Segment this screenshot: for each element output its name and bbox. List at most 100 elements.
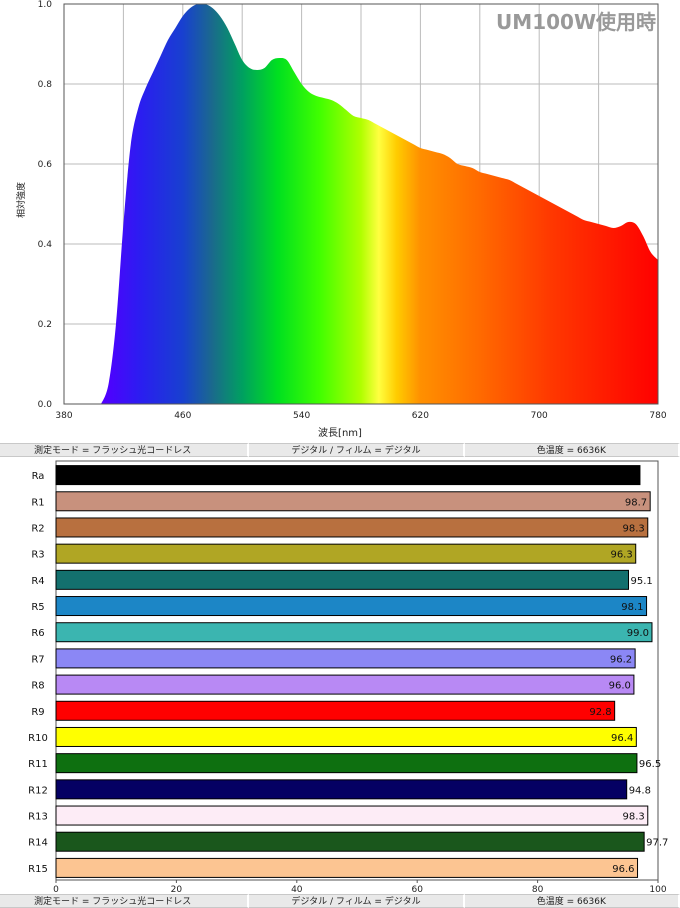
category-label: R13 [28,812,48,823]
value-label: 99.0 [627,628,649,639]
x-tick-label: 780 [649,411,666,421]
value-label: 96.4 [611,733,633,744]
cri-row-r10: R10 96.4 [28,726,637,747]
bar [55,753,638,774]
value-label: 98.7 [625,497,647,508]
category-label: R12 [28,785,48,796]
info-bar-bottom: 測定モード = フラッシュ光コードレス デジタル / フィルム = デジタル 色… [0,894,680,908]
x-tick-label: 0 [53,885,59,894]
value-label: 94.8 [629,785,651,796]
plot-frame [63,3,659,405]
category-label: R7 [31,654,44,665]
value-label: 92.8 [589,707,611,718]
cri-row-r7: R7 96.2 [31,648,636,669]
bar [55,700,616,721]
cri-row-r8: R8 96.0 [31,674,635,695]
y-tick-label: 0.4 [38,240,53,250]
x-tick-label: 100 [649,885,666,894]
bar [55,569,630,590]
bar [55,465,641,486]
x-axis-label: 波長[nm] [318,426,362,439]
bar [55,596,648,617]
bar [55,648,636,669]
cri-row-r1: R1 98.7 [31,491,651,512]
x-tick-label: 60 [411,885,423,894]
cri-row-r5: R5 98.1 [31,596,648,617]
x-tick-label: 540 [293,411,310,421]
category-label: R9 [31,707,44,718]
x-tick-label: 700 [531,411,548,421]
cri-row-r12: R12 94.8 [28,779,651,800]
x-tick-label: 80 [532,885,544,894]
category-label: Ra [32,471,45,482]
category-label: R3 [31,550,44,561]
spectrum-chart: 380 460 540 620 700 780 0.0 0.2 0.4 0.6 0.8 1.0 波長… [15,0,667,439]
category-label: R2 [31,523,44,534]
bar [55,831,645,852]
value-label: 96.2 [610,654,632,665]
category-label: R4 [31,576,44,587]
x-tick-label: 460 [174,411,191,421]
cri-row-r6: R6 99.0 [31,622,653,643]
cri-row-r3: R3 96.3 [31,543,637,564]
x-tick-labels: 380 460 540 620 700 780 [55,411,666,421]
x-tick-label: 20 [171,885,183,894]
category-label: R8 [31,681,44,692]
cri-row-r11: R11 96.5 [28,753,661,774]
y-axis-label: 相対強度 [15,182,27,218]
color-temperature: 色温度 = 6636K [464,894,680,908]
cri-row-ra: Ra [32,465,641,486]
plot-frame [55,460,659,881]
cri-row-r14: R14 97.7 [28,831,668,852]
y-tick-labels: 0.0 0.2 0.4 0.6 0.8 1.0 [38,0,53,410]
value-label: 96.6 [612,864,634,875]
value-label: 96.5 [639,759,661,770]
value-label: 98.3 [623,812,645,823]
y-tick-label: 0.0 [38,400,53,410]
category-label: R10 [28,733,48,744]
cri-row-r2: R2 98.3 [31,517,649,538]
bar [55,491,651,512]
y-tick-label: 0.8 [38,80,53,90]
x-tick-label: 620 [412,411,429,421]
value-label: 96.3 [610,550,632,561]
category-label: R14 [28,838,48,849]
bar [55,517,649,538]
media-mode: デジタル / フィルム = デジタル [249,443,465,457]
bar [55,543,637,564]
value-label: 98.3 [623,523,645,534]
cri-bar-chart: Ra R1 98.7 R2 98.3 R3 96.3 R4 95.1 R5 98.1 R6 99.0 R7… [28,460,668,894]
x-tick-label: 40 [291,885,303,894]
y-tick-label: 0.2 [38,320,52,330]
spectrum-area [101,3,658,404]
bar [55,622,653,643]
value-label: 96.0 [609,681,631,692]
category-label: R5 [31,602,44,613]
category-label: R15 [28,864,48,875]
bars: Ra R1 98.7 R2 98.3 R3 96.3 R4 95.1 R5 98.1 R6 99.0 R7… [28,465,668,878]
bar [55,726,637,747]
x-tick-label: 380 [55,411,72,421]
cri-row-r4: R4 95.1 [31,569,653,590]
value-label: 95.1 [631,576,653,587]
measurement-mode: 測定モード = フラッシュ光コードレス [0,894,250,908]
value-label: 97.7 [646,838,668,849]
category-label: R1 [31,497,44,508]
category-label: R11 [28,759,48,770]
bar [55,857,639,878]
measurement-mode: 測定モード = フラッシュ光コードレス [0,443,250,457]
category-label: R6 [31,628,44,639]
y-tick-label: 0.6 [38,160,53,170]
bar [55,805,649,826]
x-tick-labels: 0 20 40 60 80 100 [53,880,667,894]
cri-row-r15: R15 96.6 [28,857,639,878]
bar [55,674,635,695]
bar [55,779,628,800]
cri-row-r13: R13 98.3 [28,805,649,826]
value-label: 98.1 [621,602,643,613]
chart-title: UM100W使用時 [496,10,656,34]
info-bar-top: 測定モード = フラッシュ光コードレス デジタル / フィルム = デジタル 色… [0,443,680,457]
y-tick-label: 1.0 [38,0,53,10]
cri-row-r9: R9 92.8 [31,700,616,721]
media-mode: デジタル / フィルム = デジタル [249,894,465,908]
